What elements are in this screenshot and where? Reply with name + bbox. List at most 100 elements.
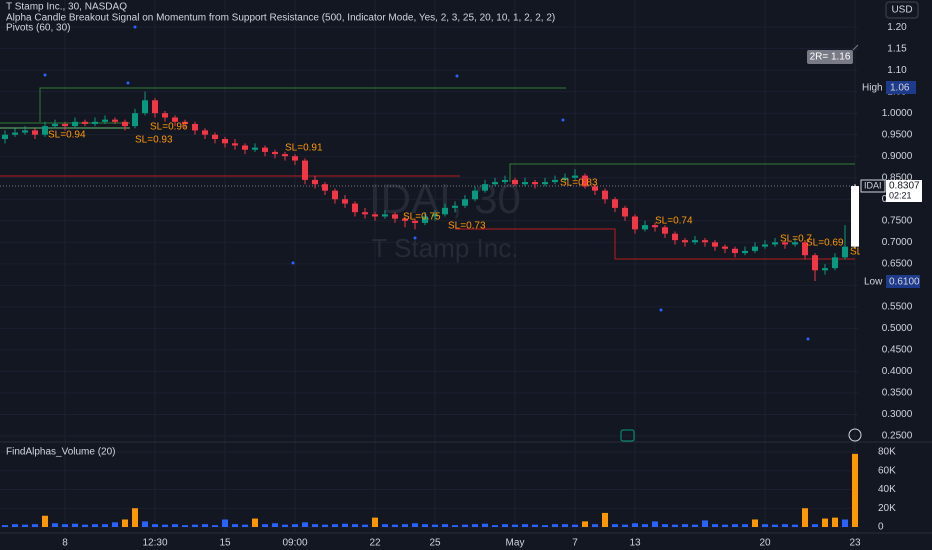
candle-body: [112, 119, 118, 122]
candle-body: [202, 130, 208, 135]
candle-body: [132, 113, 138, 127]
candle-body: [2, 134, 8, 140]
volume-bar: [512, 524, 518, 527]
candle-body: [662, 227, 668, 234]
candle-body: [642, 225, 648, 230]
volume-bar: [392, 524, 398, 527]
x-tick-label: 23: [849, 538, 861, 549]
pivot-dot: [126, 81, 130, 85]
volume-bar: [172, 524, 178, 527]
volume-bar: [532, 524, 538, 527]
y-tick-label: 0.6500: [882, 258, 913, 269]
resistance-line: [509, 163, 855, 182]
candle-body: [432, 214, 438, 217]
volume-bar: [622, 524, 628, 527]
volume-bar: [232, 524, 238, 527]
pivot-dot: [561, 118, 565, 122]
x-tick-label: 25: [429, 538, 441, 549]
grid: [0, 0, 858, 533]
candle-body: [652, 225, 658, 228]
volume-bar: [472, 524, 478, 527]
volume-bar: [732, 524, 738, 527]
candle-body: [592, 186, 598, 191]
pivot-dot: [133, 25, 137, 29]
candle-body: [452, 205, 458, 208]
volume-bar: [542, 525, 548, 527]
volume-bar: [762, 524, 768, 527]
candle-body: [632, 216, 638, 230]
y-tick-label: 0.3000: [882, 409, 913, 420]
volume-bar: [312, 524, 318, 527]
pivot-dot: [659, 308, 663, 312]
candle-body: [282, 154, 288, 157]
x-tick-label: 8: [62, 538, 68, 549]
last-price: 0.8307: [889, 181, 920, 192]
volume-bar: [382, 524, 388, 527]
x-tick-label: 20: [759, 538, 771, 549]
support-line: [455, 228, 855, 260]
volume-bar: [632, 523, 638, 527]
volume-bar: [772, 524, 778, 527]
currency-button[interactable]: [885, 1, 919, 19]
candle-body: [82, 121, 88, 124]
candle-body: [372, 214, 378, 217]
currency[interactable]: USD: [891, 5, 912, 16]
candle-body: [382, 214, 388, 217]
resistance-line: [39, 87, 566, 122]
low-label: Low: [864, 277, 883, 288]
volume-bar: [492, 525, 498, 527]
pivot-dot: [806, 337, 810, 341]
volume-bar: [32, 524, 38, 527]
volume-bar: [562, 524, 568, 527]
earnings-icon[interactable]: [620, 429, 635, 442]
volume-bar: [72, 523, 78, 527]
stop-loss-label: SL=0.74: [655, 216, 693, 227]
candle-body: [492, 182, 498, 185]
volume-bar: [152, 524, 158, 527]
pivot-dot: [291, 261, 295, 265]
volume-bar: [842, 519, 848, 527]
candles: [2, 91, 859, 527]
y-tick-label: 0.2500: [882, 431, 913, 442]
volume-bar: [462, 524, 468, 527]
volume-bar: [652, 521, 658, 527]
volume-bar: [662, 524, 668, 527]
x-tick-label: May: [506, 538, 525, 549]
annotations: SL=0.94 SL=0.96 SL=0.93 SL=0.91 SL=0.75 SL=0.…: [48, 44, 888, 258]
candle-body: [322, 184, 328, 191]
candle-body: [542, 182, 548, 185]
volume-bar: [642, 524, 648, 527]
lightning-icon[interactable]: [848, 428, 862, 442]
pivot-dot: [413, 236, 417, 240]
candle-body: [22, 130, 28, 133]
candle-body: [362, 212, 368, 215]
volume-bar: [572, 524, 578, 527]
candle-body: [622, 207, 628, 217]
volume-bar: [792, 524, 798, 527]
candle-body: [342, 199, 348, 204]
candle-body: [72, 121, 78, 127]
volume-bar: [742, 524, 748, 527]
y-tick-label: 0.8500: [882, 172, 913, 183]
candle-body: [562, 177, 568, 180]
volume-tick-label: 80K: [878, 447, 896, 458]
volume-bar: [682, 524, 688, 527]
volume-bar: [52, 523, 58, 527]
stop-loss-label: SL=0.7: [780, 234, 812, 245]
volume-bar: [452, 525, 458, 527]
y-tick-label: 1.20: [887, 22, 907, 33]
candle-body: [332, 190, 338, 200]
candle-body: [672, 233, 678, 241]
volume-bar: [202, 524, 208, 527]
candle-body: [582, 175, 588, 187]
candle-body: [522, 182, 528, 185]
candle-body: [442, 207, 448, 215]
volume-bar: [342, 523, 348, 527]
candle-body: [552, 179, 558, 183]
chart-title: T Stamp Inc., 30, NASDAQ: [6, 2, 127, 13]
candle-body: [392, 214, 398, 219]
candle-body: [142, 100, 148, 114]
volume-bar: [282, 524, 288, 527]
candle-body: [12, 132, 18, 135]
